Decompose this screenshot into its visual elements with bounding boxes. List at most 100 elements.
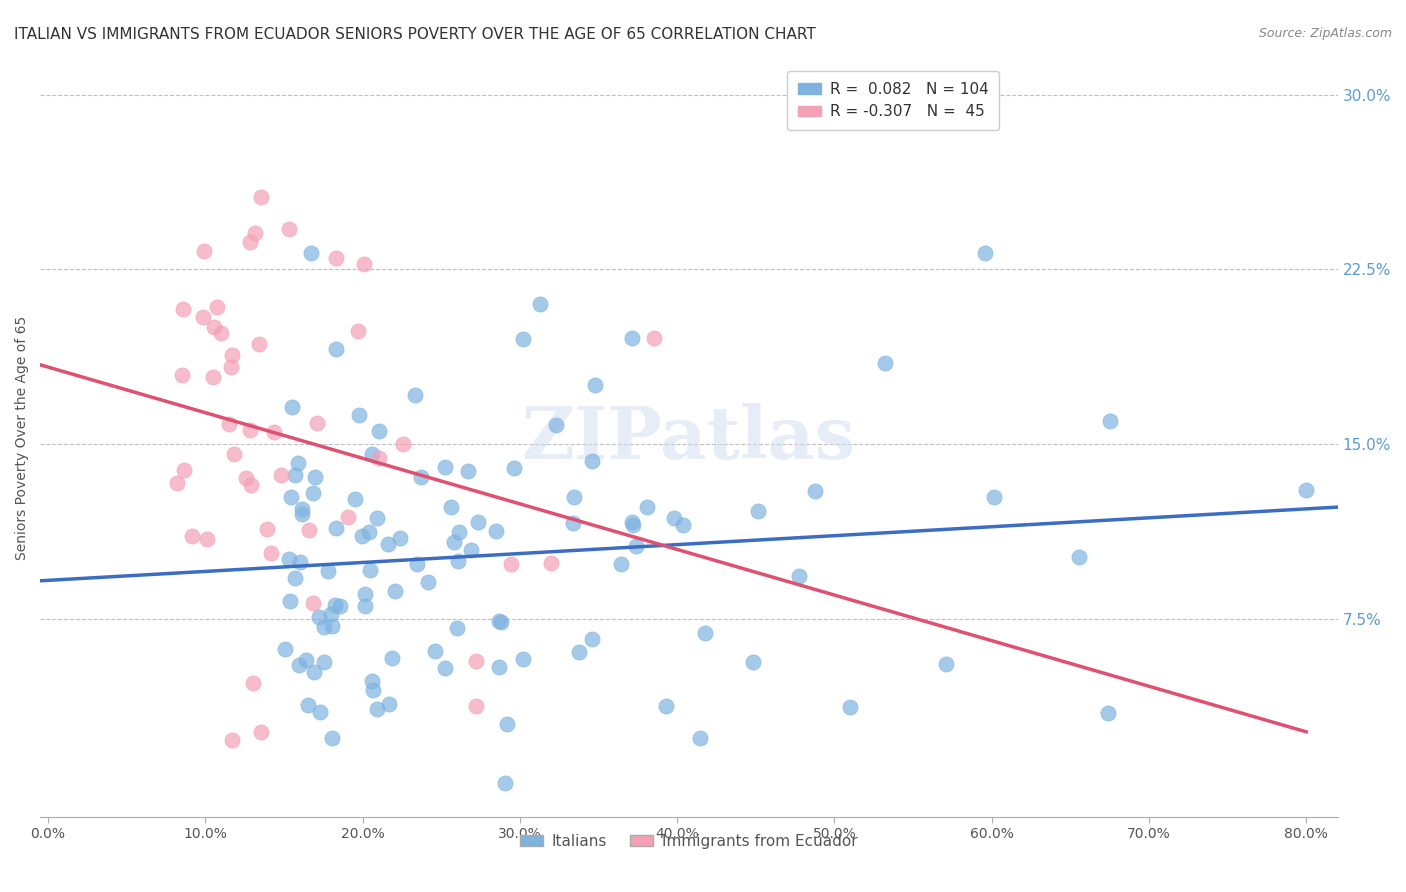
Point (193, 244, 215, 258)
Point (562, 516, 585, 530)
Point (302, 665, 325, 679)
Text: ZIPatlas: ZIPatlas (522, 403, 856, 474)
Point (325, 252, 347, 266)
Point (636, 500, 658, 514)
Point (433, 459, 456, 474)
Point (219, 360, 242, 375)
Point (377, 697, 399, 711)
Point (329, 599, 352, 613)
Point (489, 615, 512, 629)
Point (325, 598, 347, 612)
Point (325, 520, 347, 534)
Point (544, 418, 567, 433)
Point (499, 558, 522, 572)
Point (496, 717, 519, 731)
Point (172, 301, 194, 316)
Point (409, 469, 432, 483)
Point (540, 556, 562, 570)
Point (195, 532, 218, 546)
Point (312, 619, 335, 633)
Point (446, 621, 468, 635)
Point (581, 632, 603, 647)
Point (361, 683, 384, 698)
Point (434, 661, 457, 675)
Point (624, 540, 647, 554)
Point (742, 655, 765, 669)
Point (449, 524, 471, 539)
Point (221, 348, 243, 362)
Point (209, 326, 232, 340)
Point (224, 447, 246, 461)
Point (581, 454, 603, 468)
Point (308, 705, 330, 719)
Point (173, 463, 195, 477)
Point (288, 555, 311, 569)
Point (274, 642, 297, 657)
Point (610, 557, 633, 571)
Point (1099, 413, 1122, 427)
Text: Source: ZipAtlas.com: Source: ZipAtlas.com (1258, 27, 1392, 40)
Point (359, 524, 381, 539)
Point (366, 511, 388, 525)
Point (305, 416, 328, 430)
Point (353, 257, 375, 271)
Point (180, 529, 202, 543)
Point (494, 776, 516, 790)
Point (361, 674, 384, 689)
Point (460, 543, 482, 558)
Point (284, 571, 307, 585)
Point (297, 698, 319, 712)
Point (202, 370, 225, 384)
Point (467, 515, 489, 529)
Point (747, 503, 769, 517)
Point (354, 587, 377, 601)
Point (447, 554, 470, 568)
Point (974, 245, 997, 260)
Point (250, 189, 273, 203)
Point (288, 657, 311, 672)
Point (166, 476, 188, 491)
Point (343, 491, 366, 506)
Point (406, 557, 429, 571)
Point (485, 524, 508, 538)
Point (529, 297, 551, 311)
Point (621, 518, 644, 533)
Point (347, 408, 370, 422)
Point (983, 490, 1005, 504)
Point (839, 700, 862, 714)
Point (1067, 549, 1090, 564)
Point (270, 467, 292, 482)
Point (875, 356, 897, 370)
Point (256, 522, 278, 536)
Point (321, 731, 343, 745)
Point (620, 516, 643, 530)
Point (360, 447, 382, 461)
Point (655, 699, 678, 714)
Point (312, 655, 335, 669)
Point (384, 583, 406, 598)
Point (512, 652, 534, 666)
Point (465, 699, 488, 714)
Point (287, 456, 309, 470)
Point (367, 425, 389, 439)
Point (804, 484, 827, 499)
Point (440, 500, 463, 514)
Point (280, 490, 302, 504)
Point (218, 417, 240, 431)
Point (583, 377, 606, 392)
Point (260, 546, 283, 560)
Point (405, 388, 427, 402)
Point (391, 437, 413, 451)
Point (281, 400, 304, 414)
Point (1295, 483, 1317, 497)
Point (250, 725, 273, 739)
Point (304, 470, 326, 484)
Point (443, 535, 465, 549)
Point (278, 593, 301, 607)
Point (278, 221, 301, 235)
Point (568, 645, 591, 659)
Point (263, 425, 285, 439)
Point (316, 564, 339, 578)
Point (366, 702, 388, 716)
Point (423, 644, 446, 658)
